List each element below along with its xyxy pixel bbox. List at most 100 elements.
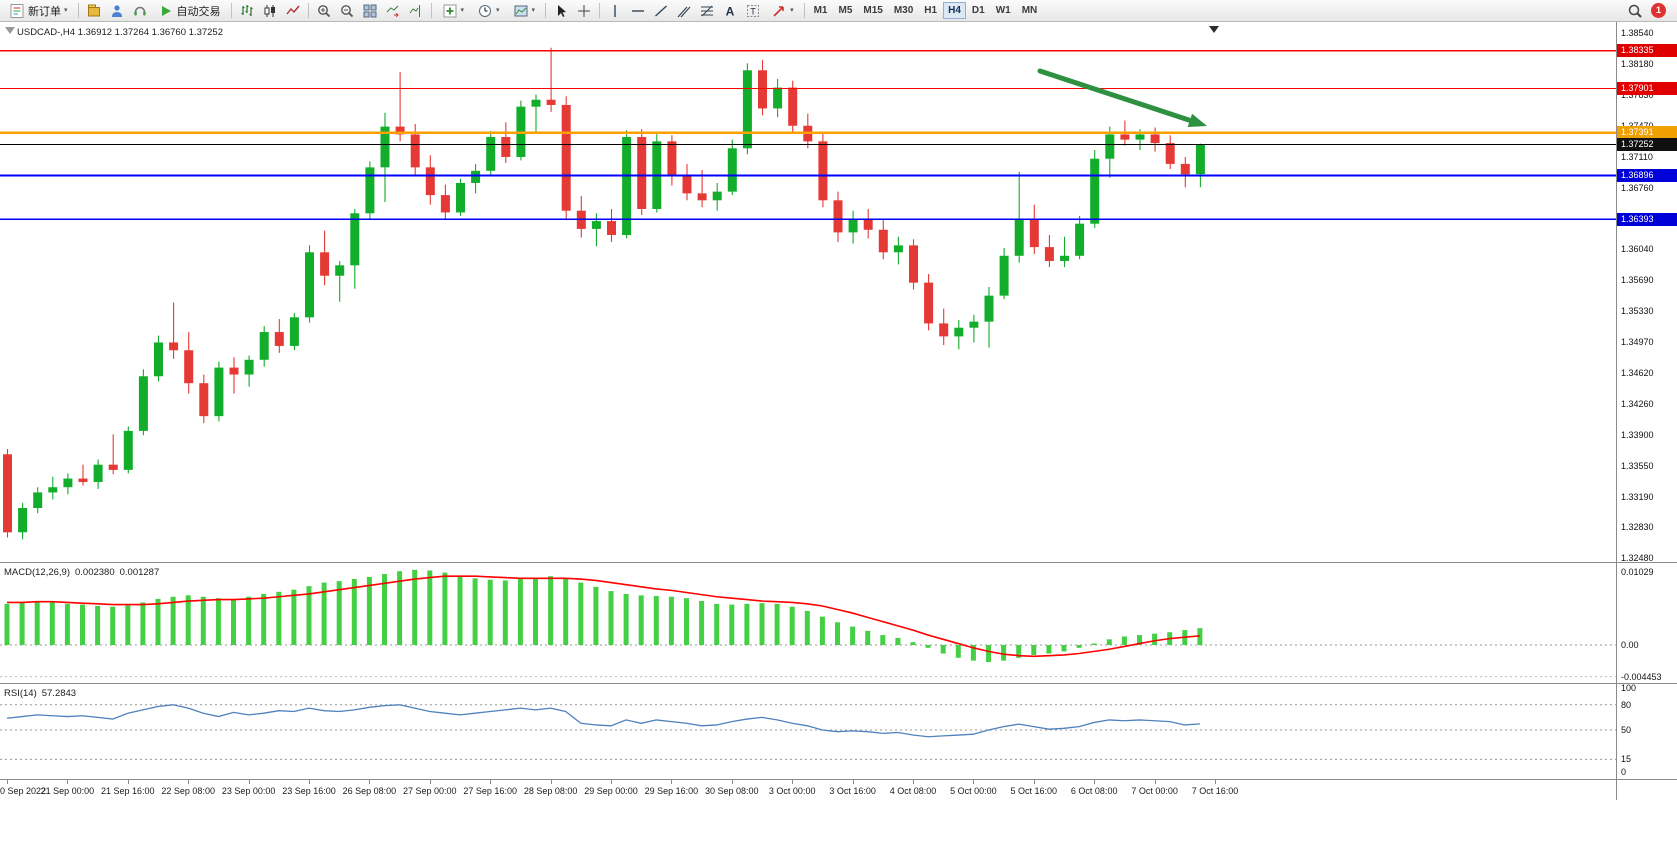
time-axis-tick [671, 780, 673, 784]
template-icon [513, 3, 529, 19]
main-price-chart[interactable] [0, 22, 1616, 562]
vertical-line-button[interactable] [604, 1, 626, 20]
time-axis-label: 20 Sep 2022 [0, 786, 47, 796]
time-axis-label: 4 Oct 08:00 [889, 786, 937, 796]
label-button[interactable]: T [742, 1, 764, 20]
pane-separator[interactable] [0, 683, 1677, 684]
chart-scroll-marker [1209, 26, 1219, 33]
price-axis-label: 1.36040 [1621, 244, 1654, 255]
fibonacci-button[interactable] [696, 1, 718, 20]
pane-separator[interactable] [0, 562, 1677, 563]
horizontal-line-button[interactable] [627, 1, 649, 20]
timeframe-m30[interactable]: M30 [889, 2, 918, 19]
one-click-trading-toggle[interactable] [5, 27, 15, 34]
zoom-out-icon [339, 3, 355, 19]
pane-separator [0, 779, 1677, 780]
play-icon [158, 3, 174, 19]
toolbar-separator [307, 3, 309, 18]
zoom-in-button[interactable] [313, 1, 335, 20]
tile-windows-button[interactable] [359, 1, 381, 20]
bar-chart-icon [239, 3, 255, 19]
rsi-pane[interactable] [0, 684, 1616, 779]
trend-arrow-annotation[interactable] [1037, 68, 1207, 128]
time-axis-tick [1154, 780, 1156, 784]
timeframe-m15[interactable]: M15 [858, 2, 887, 19]
chart-shift-button[interactable] [405, 1, 427, 20]
candlestick-icon [262, 3, 278, 19]
text-button[interactable]: A [719, 1, 741, 20]
time-axis-label: 7 Oct 00:00 [1131, 786, 1178, 796]
horizontal-line-objects[interactable] [0, 50, 1616, 220]
equidistant-channel-button[interactable] [673, 1, 695, 20]
toolbar-separator [430, 3, 432, 18]
price-axis-border [1616, 22, 1617, 800]
macd-signal-line [7, 575, 1200, 658]
price-badge: 1.36896 [1617, 169, 1677, 182]
toolbar: 新订单 ▾ 自动交易 ▾ ▾ ▾ A T ▾ M1 M5 M15 M30 H1 H4 D1 W… [0, 0, 1677, 22]
rsi-value: 57.2843 [41, 688, 77, 699]
indicators-button[interactable]: ▾ [436, 1, 471, 20]
time-axis-label: 21 Sep 16:00 [101, 786, 155, 796]
toolbar-separator [803, 3, 805, 18]
timeframe-h4[interactable]: H4 [943, 2, 966, 19]
price-badge: 1.36393 [1617, 212, 1677, 226]
timeframe-m5[interactable]: M5 [833, 2, 857, 19]
search-button[interactable] [1624, 1, 1646, 20]
arrows-button[interactable]: ▾ [765, 1, 800, 20]
chart-shift-icon [408, 3, 424, 19]
timeframe-d1[interactable]: D1 [967, 2, 990, 19]
indicators-icon [442, 3, 458, 19]
time-axis-label: 22 Sep 08:00 [161, 786, 215, 796]
new-order-button[interactable]: 新订单 ▾ [3, 1, 74, 20]
price-axis-label: 1.38540 [1621, 28, 1654, 38]
time-axis-tick [309, 780, 310, 784]
line-chart-button[interactable] [282, 1, 304, 20]
price-axis-label: 1.34970 [1621, 337, 1654, 347]
chevron-down-icon: ▾ [496, 7, 500, 14]
support-button[interactable] [129, 1, 151, 20]
market-watch-button[interactable] [83, 1, 105, 20]
candlestick-chart-button[interactable] [259, 1, 281, 20]
crosshair-button[interactable] [573, 1, 595, 20]
bar-chart-button[interactable] [236, 1, 258, 20]
profiles-button[interactable] [106, 1, 128, 20]
toolbar-separator [545, 3, 547, 18]
auto-trading-button[interactable]: 自动交易 [152, 1, 227, 20]
time-axis-tick [188, 780, 190, 784]
price-axis-label: 1.32480 [1621, 553, 1654, 564]
price-badge: 1.38335 [1617, 44, 1677, 58]
price-badge: 1.37901 [1617, 81, 1677, 95]
timeframe-w1[interactable]: W1 [991, 2, 1016, 19]
rsi-axis-label: 50 [1621, 725, 1632, 735]
time-axis-tick [792, 780, 794, 784]
time-axis-label: 29 Sep 16:00 [644, 786, 699, 796]
macd-label: MACD(12,26,9) 0.002380 0.001287 [4, 567, 164, 578]
macd-axis-label: 0.00 [1621, 640, 1639, 650]
price-axis[interactable]: 1.385401.381801.378301.374701.371101.367… [1617, 22, 1677, 852]
candlestick-series [3, 47, 1205, 540]
chevron-down-icon: ▾ [531, 7, 536, 14]
zoom-out-button[interactable] [336, 1, 358, 20]
macd-pane[interactable] [0, 563, 1616, 683]
time-axis[interactable]: 20 Sep 2022 21 Sep 00:00 21 Sep 16:00 22 Se… [0, 780, 1616, 800]
time-axis-tick [1094, 780, 1096, 784]
timeframe-mn[interactable]: MN [1017, 2, 1043, 19]
periods-button[interactable]: ▾ [471, 1, 506, 20]
price-badge: 1.37391 [1617, 126, 1677, 140]
time-axis-label: 28 Sep 08:00 [523, 786, 578, 796]
notification-badge[interactable]: 1 [1651, 3, 1666, 18]
crosshair-icon [576, 3, 592, 19]
auto-scroll-button[interactable] [382, 1, 404, 20]
timeframe-h1[interactable]: H1 [919, 2, 942, 19]
trendline-button[interactable] [650, 1, 672, 20]
svg-text:T: T [750, 6, 756, 16]
fibonacci-icon [699, 3, 715, 19]
timeframe-m1[interactable]: M1 [809, 2, 833, 19]
rsi-label: RSI(14) 57.2843 [4, 688, 81, 699]
text-icon: A [722, 3, 738, 19]
templates-button[interactable]: ▾ [507, 1, 542, 20]
toolbar-separator [599, 3, 601, 18]
cursor-button[interactable] [550, 1, 572, 20]
time-axis-tick [369, 780, 371, 784]
price-axis-label: 1.35330 [1621, 306, 1654, 317]
